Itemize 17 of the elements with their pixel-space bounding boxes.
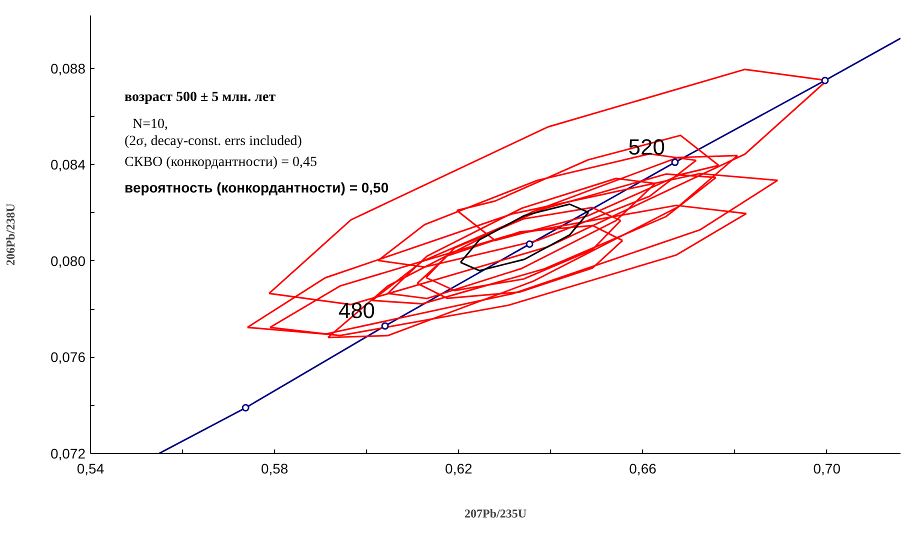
y-tick-label: 0,076: [50, 349, 86, 366]
annotation: (2σ, decay-const. errs included): [124, 134, 302, 150]
x-tick-label: 0,66: [629, 460, 657, 476]
annotation: СКВО (конкордантности) = 0,45: [124, 155, 317, 170]
x-axis-title: 207Pb/235U: [464, 506, 527, 520]
x-tick-label: 0,54: [76, 460, 104, 476]
x-tick-label: 0,58: [260, 460, 288, 476]
y-tick-label: 0,080: [50, 252, 86, 269]
y-tick-label: 0,088: [50, 60, 86, 76]
annotation: возраст 500 ± 5 млн. лет: [124, 90, 276, 105]
y-tick-label: 0,084: [50, 156, 86, 173]
annotation: вероятность (конкордантности) = 0,50: [124, 180, 389, 196]
x-tick-label: 0,62: [445, 460, 473, 476]
y-tick-label: 0,072: [50, 446, 86, 462]
y-axis-title: 206Pb/238U: [3, 203, 18, 266]
x-tick-label: 0,70: [813, 460, 841, 476]
annotation: N=10,: [132, 117, 168, 132]
